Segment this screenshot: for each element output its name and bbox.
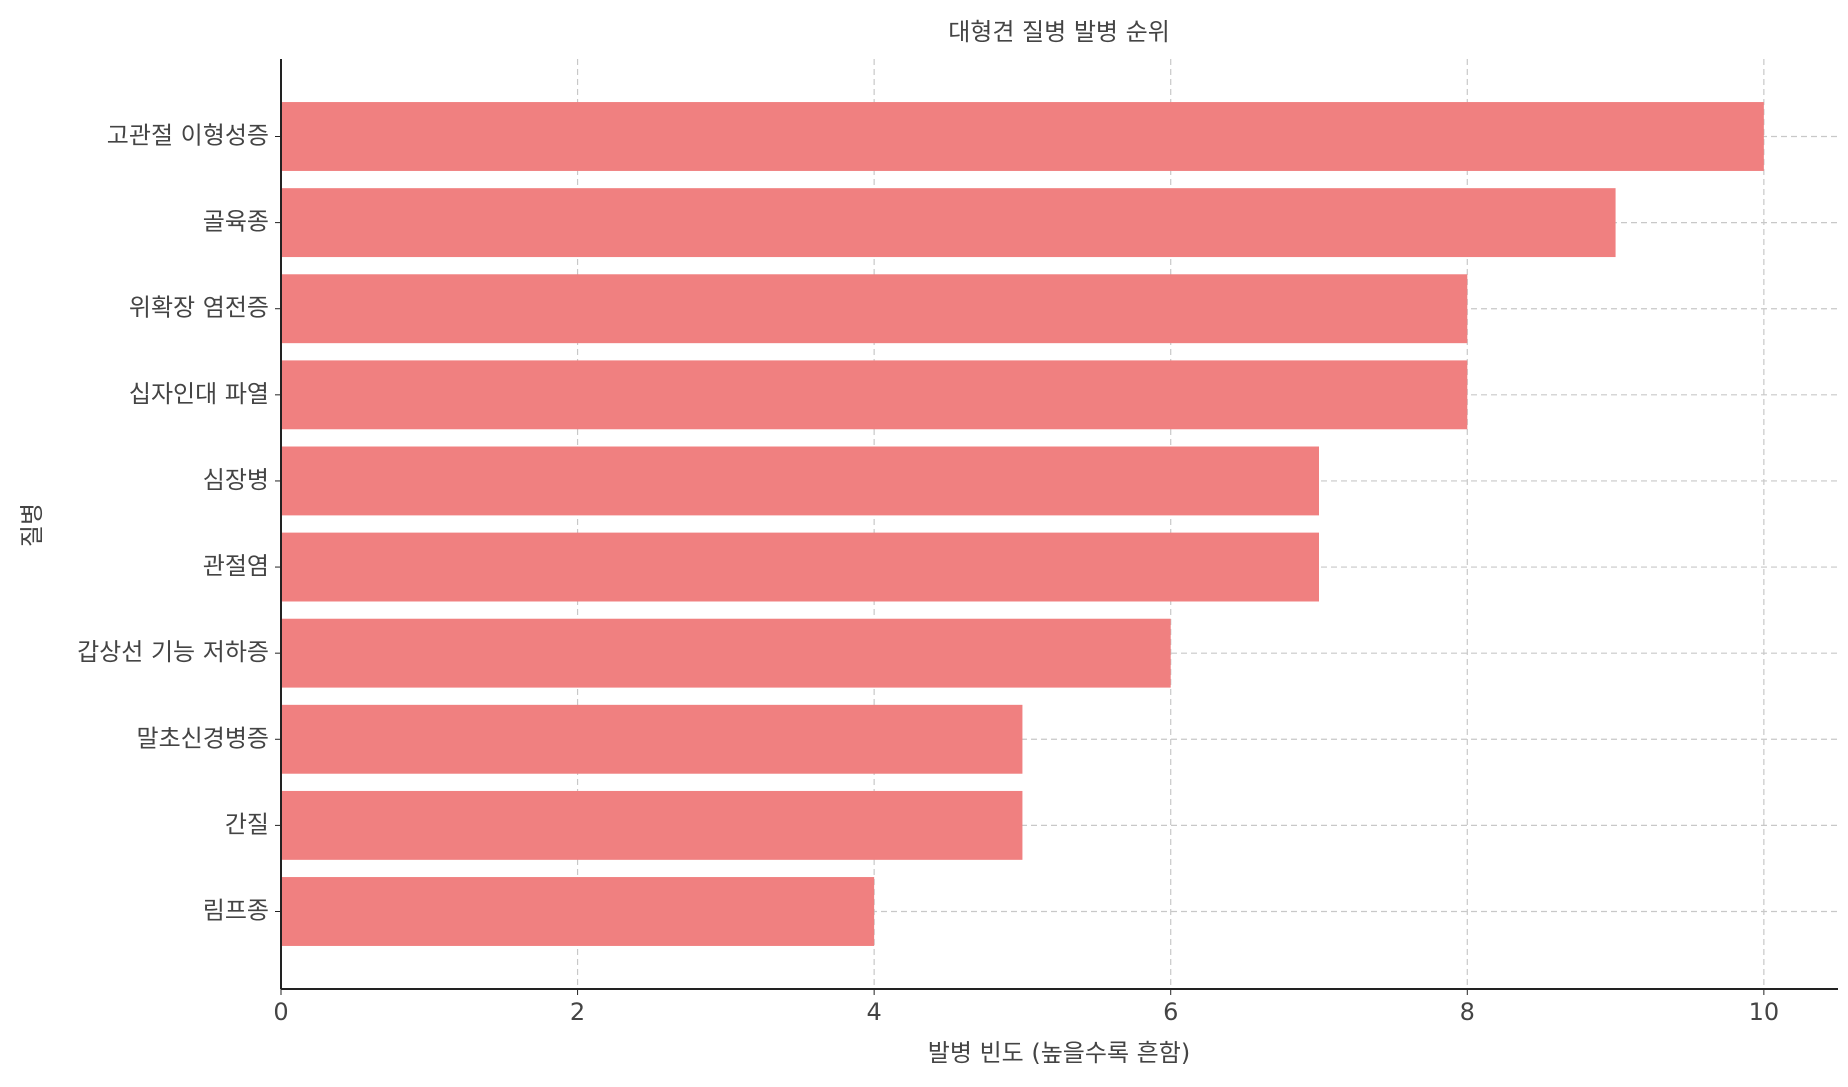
y-tick-label: 말초신경병증 xyxy=(137,724,269,752)
x-tick-label: 10 xyxy=(1749,998,1780,1026)
y-tick-label: 고관절 이형성증 xyxy=(107,122,269,150)
y-tick-label: 십자인대 파열 xyxy=(129,380,269,408)
bar xyxy=(281,188,1616,258)
bar xyxy=(281,877,875,946)
x-tick-label: 6 xyxy=(1163,998,1178,1026)
bar xyxy=(281,704,1023,774)
y-axis-label: 질병 xyxy=(18,503,46,547)
bar xyxy=(281,532,1319,602)
y-tick-label: 골육종 xyxy=(203,208,269,236)
y-tick-label: 림프종 xyxy=(203,897,269,925)
bar xyxy=(281,790,1023,860)
bar xyxy=(281,360,1468,430)
x-tick-label: 4 xyxy=(867,998,882,1026)
y-tick-label: 심장병 xyxy=(203,466,269,494)
y-tick-label: 위확장 염전증 xyxy=(129,294,269,322)
x-tick-label: 2 xyxy=(570,998,585,1026)
bar xyxy=(281,274,1468,344)
chart-title: 대형견 질병 발병 순위 xyxy=(948,18,1170,46)
y-tick-label: 간질 xyxy=(225,810,269,838)
bar xyxy=(281,618,1171,688)
y-tick-label: 갑상선 기능 저하증 xyxy=(77,638,269,666)
x-tick-label: 8 xyxy=(1460,998,1475,1026)
bar xyxy=(281,102,1764,171)
y-tick-label: 관절염 xyxy=(203,552,269,580)
x-axis-label: 발병 빈도 (높을수록 흔함) xyxy=(928,1039,1190,1067)
bar xyxy=(281,446,1319,516)
x-tick-label: 0 xyxy=(273,998,288,1026)
